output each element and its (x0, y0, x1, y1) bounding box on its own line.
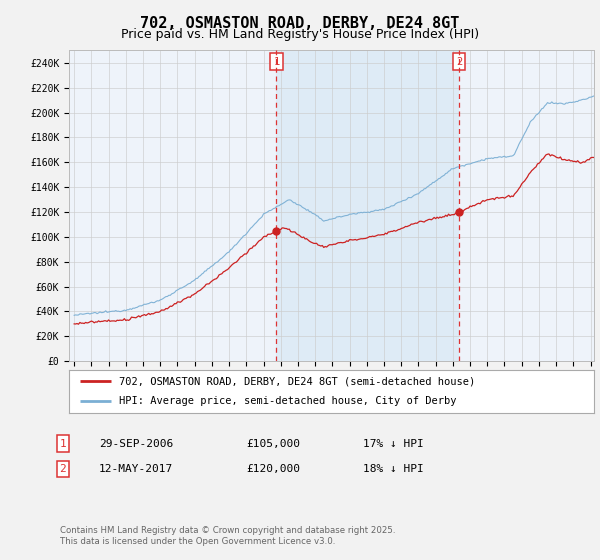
Text: 17% ↓ HPI: 17% ↓ HPI (363, 438, 424, 449)
Text: 2: 2 (59, 464, 67, 474)
Text: 1: 1 (273, 57, 280, 67)
Text: Contains HM Land Registry data © Crown copyright and database right 2025.
This d: Contains HM Land Registry data © Crown c… (60, 526, 395, 545)
Text: 12-MAY-2017: 12-MAY-2017 (99, 464, 173, 474)
Text: 1: 1 (59, 438, 67, 449)
Text: 702, OSMASTON ROAD, DERBY, DE24 8GT: 702, OSMASTON ROAD, DERBY, DE24 8GT (140, 16, 460, 31)
Text: £105,000: £105,000 (246, 438, 300, 449)
Bar (277, 50, 459, 361)
Text: 29-SEP-2006: 29-SEP-2006 (99, 438, 173, 449)
Text: HPI: Average price, semi-detached house, City of Derby: HPI: Average price, semi-detached house,… (119, 396, 457, 407)
Text: 702, OSMASTON ROAD, DERBY, DE24 8GT (semi-detached house): 702, OSMASTON ROAD, DERBY, DE24 8GT (sem… (119, 376, 475, 386)
Text: Price paid vs. HM Land Registry's House Price Index (HPI): Price paid vs. HM Land Registry's House … (121, 28, 479, 41)
Text: 18% ↓ HPI: 18% ↓ HPI (363, 464, 424, 474)
Text: £120,000: £120,000 (246, 464, 300, 474)
Text: 2: 2 (456, 57, 463, 67)
